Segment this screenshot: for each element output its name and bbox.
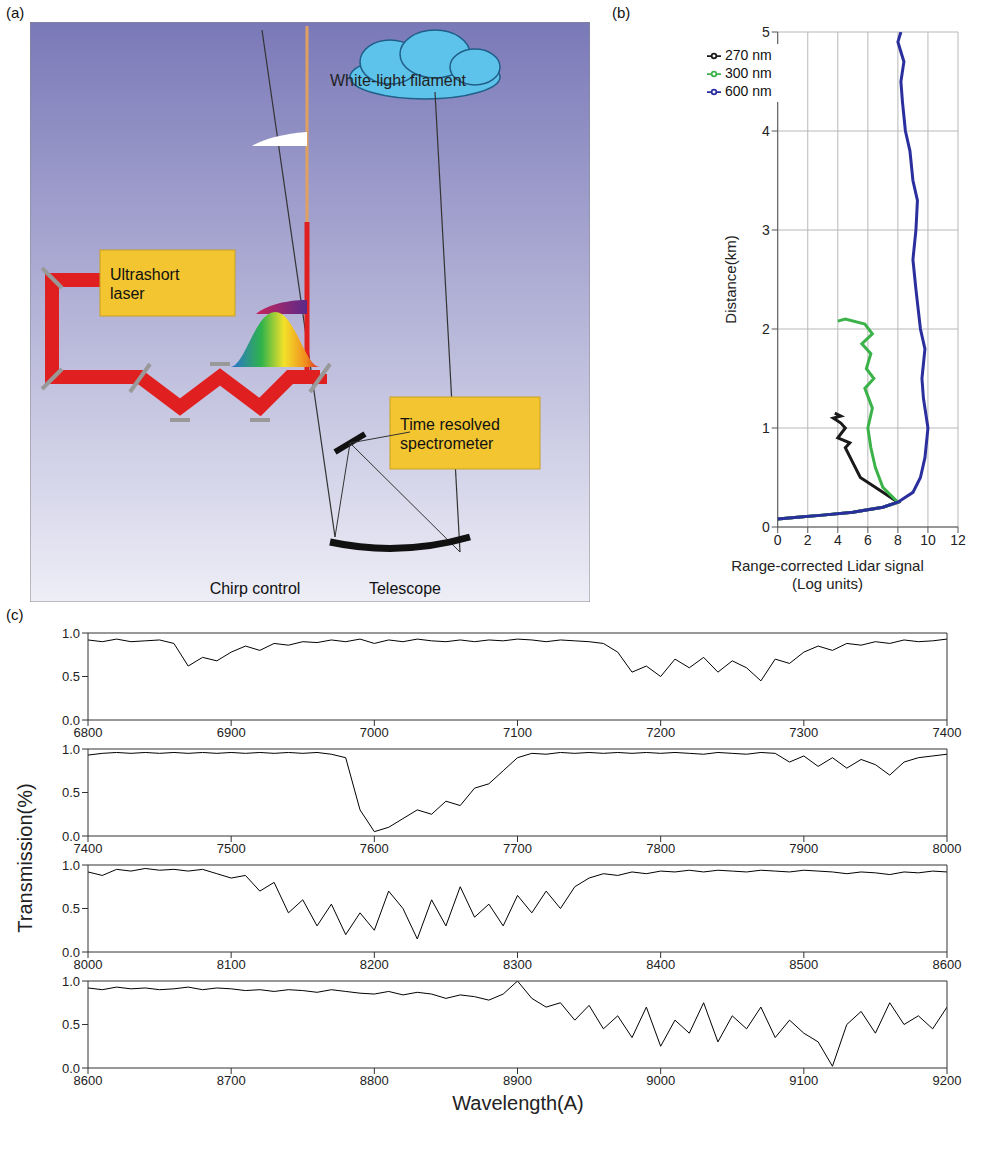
html-text:(a): (a) <box>6 4 25 21</box>
svg-text:9100: 9100 <box>789 1073 818 1088</box>
svg-text:0: 0 <box>762 519 770 535</box>
svg-text:1: 1 <box>762 420 770 436</box>
svg-text:8400: 8400 <box>646 957 675 972</box>
svg-text:8500: 8500 <box>789 957 818 972</box>
svg-text:0.0: 0.0 <box>62 1061 80 1076</box>
svg-text:8200: 8200 <box>360 957 389 972</box>
svg-text:8000: 8000 <box>933 841 962 856</box>
svg-text:6900: 6900 <box>217 725 246 740</box>
svg-text:1.0: 1.0 <box>62 858 80 873</box>
svg-text:7400: 7400 <box>933 725 962 740</box>
svg-text:0.5: 0.5 <box>62 669 80 684</box>
svg-text:7500: 7500 <box>217 841 246 856</box>
svg-text:9000: 9000 <box>646 1073 675 1088</box>
svg-text:1.0: 1.0 <box>62 626 80 641</box>
svg-text:White-light filament: White-light filament <box>330 72 467 89</box>
svg-text:4: 4 <box>834 532 842 548</box>
svg-text:Chirp control: Chirp control <box>210 580 301 597</box>
svg-text:7400: 7400 <box>73 841 103 857</box>
svg-text:7300: 7300 <box>789 725 818 740</box>
svg-text:8800: 8800 <box>360 1073 389 1088</box>
svg-text:laser: laser <box>110 285 145 302</box>
html-text:(Log units): (Log units) <box>792 575 863 592</box>
svg-text:8900: 8900 <box>503 1073 532 1088</box>
svg-text:Time resolved: Time resolved <box>400 416 500 433</box>
html-text:(b): (b) <box>612 4 631 21</box>
html-text:Wavelength(A): Wavelength(A) <box>452 1092 584 1114</box>
svg-text:7900: 7900 <box>789 841 818 856</box>
svg-text:0.5: 0.5 <box>62 785 80 800</box>
svg-text:8100: 8100 <box>217 957 246 972</box>
svg-text:6: 6 <box>864 532 872 548</box>
svg-text:1.0: 1.0 <box>62 974 80 989</box>
svg-text:0.5: 0.5 <box>62 901 80 916</box>
svg-text:0.0: 0.0 <box>62 713 80 728</box>
svg-text:7100: 7100 <box>503 725 532 740</box>
svg-text:8600: 8600 <box>73 1073 103 1089</box>
svg-text:10: 10 <box>920 532 936 548</box>
svg-text:Transmission(%): Transmission(%) <box>14 783 36 932</box>
html-text:(c): (c) <box>6 606 24 623</box>
svg-text:0.0: 0.0 <box>62 829 80 844</box>
svg-text:5: 5 <box>762 24 770 40</box>
svg-text:7600: 7600 <box>360 841 389 856</box>
svg-text:Distance(km): Distance(km) <box>722 235 739 323</box>
svg-text:2: 2 <box>762 321 770 337</box>
svg-text:8700: 8700 <box>217 1073 246 1088</box>
svg-text:7200: 7200 <box>646 725 675 740</box>
svg-text:4: 4 <box>762 123 770 139</box>
svg-text:0.0: 0.0 <box>62 945 80 960</box>
svg-text:8000: 8000 <box>73 957 103 973</box>
html-text:600 nm: 600 nm <box>725 83 772 99</box>
html-text:Range-corrected Lidar signal: Range-corrected Lidar signal <box>731 557 924 574</box>
svg-text:8300: 8300 <box>503 957 532 972</box>
svg-text:0: 0 <box>774 532 782 548</box>
svg-text:7000: 7000 <box>360 725 389 740</box>
svg-text:3: 3 <box>762 222 770 238</box>
svg-text:0.5: 0.5 <box>62 1017 80 1032</box>
svg-text:2: 2 <box>804 532 812 548</box>
svg-text:8: 8 <box>894 532 902 548</box>
svg-text:Ultrashort: Ultrashort <box>110 266 180 283</box>
svg-text:1.0: 1.0 <box>62 742 80 757</box>
html-text:270 nm: 270 nm <box>725 47 772 63</box>
svg-text:spectrometer: spectrometer <box>400 435 494 452</box>
svg-text:12: 12 <box>950 532 966 548</box>
svg-text:7800: 7800 <box>646 841 675 856</box>
svg-text:Telescope: Telescope <box>369 580 441 597</box>
svg-text:9200: 9200 <box>933 1073 962 1088</box>
html-text:300 nm: 300 nm <box>725 65 772 81</box>
svg-text:8600: 8600 <box>933 957 962 972</box>
svg-text:7700: 7700 <box>503 841 532 856</box>
svg-text:6800: 6800 <box>73 725 103 741</box>
